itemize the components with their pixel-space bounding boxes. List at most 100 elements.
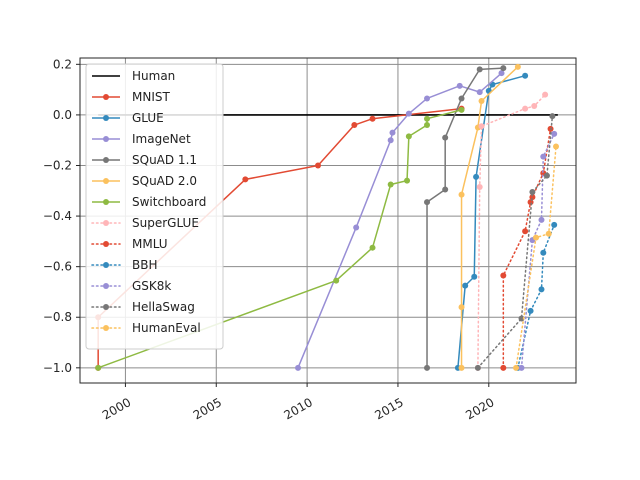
data-point-hellaswag [518,315,525,322]
data-point-humaneval [513,364,520,371]
legend-label-gsk8k: GSK8k [132,279,171,293]
data-point-switchboard [424,115,431,122]
data-point-squad-1-1 [424,199,431,206]
series-hellaswag [474,113,556,371]
data-point-squad-1-1 [442,134,449,141]
legend-marker-switchboard [103,199,109,205]
data-point-mnist [351,122,358,129]
data-point-glue [462,282,469,289]
data-point-mmlu [500,364,507,371]
data-point-squad-1-1 [424,364,431,371]
data-point-imagenet [405,110,412,117]
legend-label-squad-1-1: SQuAD 1.1 [132,153,197,167]
data-point-superglue [478,123,485,130]
legend-marker-superglue [103,220,109,226]
series-line-superglue [477,93,546,369]
data-point-mnist [315,162,322,169]
legend-label-imagenet: ImageNet [132,132,191,146]
data-point-gsk8k [538,216,545,223]
data-point-glue [522,72,529,79]
series-mmlu [500,125,554,371]
data-point-mmlu [500,272,507,279]
data-point-superglue [531,103,538,110]
data-point-switchboard [405,133,412,140]
data-point-imagenet [476,89,483,96]
y-tick-label: −0.6 [43,260,72,274]
data-point-switchboard [95,364,102,371]
data-point-humaneval [553,143,560,150]
data-point-humaneval [545,230,552,237]
y-tick-label: −0.2 [43,158,72,172]
legend-label-hellaswag: HellaSwag [132,300,195,314]
data-point-hellaswag [474,364,481,371]
legend-marker-humaneval [103,325,109,331]
y-tick-label: −0.4 [43,209,72,223]
data-point-imagenet [353,224,360,231]
data-point-bbh [538,286,545,293]
data-point-squad-2-0 [458,304,465,311]
data-point-mmlu [522,228,529,235]
legend-label-glue: GLUE [132,111,164,125]
legend-marker-gsk8k [103,283,109,289]
data-point-squad-1-1 [442,186,449,193]
data-point-bbh [527,307,534,314]
data-point-bbh [540,249,547,256]
series-line-squad-2-0 [460,66,519,368]
data-point-glue [471,273,478,280]
series-humaneval [513,143,560,371]
data-point-squad-1-1 [458,95,465,102]
data-point-hellaswag [549,113,556,120]
data-point-switchboard [387,181,394,188]
data-point-squad-2-0 [458,364,465,371]
legend-label-squad-2-0: SQuAD 2.0 [132,174,197,188]
data-point-mnist [369,115,376,122]
y-tick-label: −1.0 [43,361,72,375]
series-layer [95,63,560,371]
y-axis-ticks: 0.2 0.0 −0.2 −0.4 −0.6 −0.8 −1.0 [43,57,80,375]
data-point-superglue [542,91,549,98]
legend-label-mmlu: MMLU [132,237,168,251]
series-imagenet [295,70,505,371]
legend-marker-mnist [103,94,109,100]
data-point-squad-2-0 [458,191,465,198]
legend-marker-squad-1-1 [103,157,109,163]
data-point-superglue [522,105,529,112]
data-point-switchboard [424,122,431,129]
data-point-glue [473,173,480,180]
data-point-imagenet [389,129,396,136]
data-point-switchboard [458,106,465,113]
y-tick-label: −0.8 [43,310,72,324]
data-point-squad-2-0 [514,63,521,70]
data-point-squad-1-1 [476,66,483,73]
data-point-switchboard [369,244,376,251]
legend-label-superglue: SuperGLUE [132,216,199,230]
series-squad-1-1 [424,65,507,371]
data-point-mnist [242,176,249,183]
plot-frame [79,57,577,384]
legend-label-switchboard: Switchboard [132,195,206,209]
legend-label-mnist: MNIST [132,90,170,104]
data-point-squad-1-1 [500,65,507,72]
data-point-bbh [551,221,558,228]
legend-marker-bbh [103,262,109,268]
y-tick-label: 0.0 [53,108,72,122]
series-switchboard [95,106,465,371]
data-point-imagenet [456,82,463,89]
y-tick-label: 0.2 [53,57,72,71]
legend: Human MNIST GLUE ImageNet SQuAD 1.1 SQuAD 2.0… [85,63,224,350]
data-point-hellaswag [529,189,536,196]
data-point-gsk8k [551,130,558,137]
data-point-gsk8k [540,153,547,160]
data-point-imagenet [498,70,505,77]
data-point-gsk8k [518,364,525,371]
legend-marker-squad-2-0 [103,178,109,184]
data-point-imagenet [295,364,302,371]
legend-marker-hellaswag [103,304,109,310]
data-point-mmlu [529,194,536,201]
data-point-switchboard [404,177,411,184]
data-point-superglue [476,183,483,190]
legend-label-humaneval: HumanEval [132,321,201,335]
legend-marker-imagenet [103,136,109,142]
legend-marker-glue [103,115,109,121]
